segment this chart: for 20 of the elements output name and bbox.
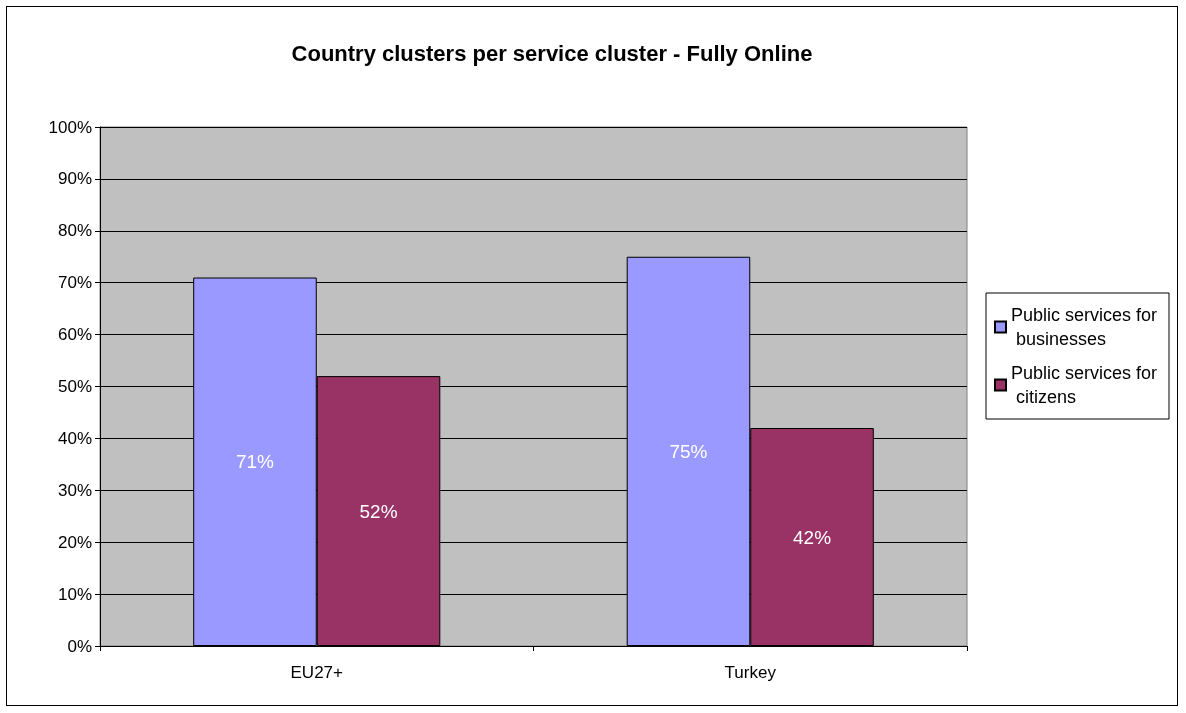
y-tick-label: 70% bbox=[57, 273, 92, 293]
y-tick-label: 60% bbox=[57, 325, 92, 345]
data-label: 52% bbox=[359, 500, 398, 522]
chart-title: Country clusters per service cluster - Fully Online bbox=[291, 40, 813, 66]
legend-label: Public services for citizens bbox=[1011, 363, 1158, 407]
y-tick-label: 40% bbox=[57, 428, 92, 448]
y-tick-label: 10% bbox=[57, 584, 92, 604]
legend-label: Public services for businesses bbox=[1011, 305, 1158, 349]
x-tick-label: Turkey bbox=[724, 663, 777, 682]
y-tick-label: 20% bbox=[57, 532, 92, 552]
y-tick-label: 0% bbox=[67, 636, 92, 656]
y-tick-label: 90% bbox=[57, 169, 92, 189]
data-label: 71% bbox=[235, 451, 275, 473]
y-tick-label: 30% bbox=[57, 480, 92, 500]
y-tick-label: 50% bbox=[57, 377, 92, 396]
x-tick-label: EU27+ bbox=[290, 663, 344, 682]
y-tick-label: 80% bbox=[57, 221, 92, 241]
data-label: 42% bbox=[793, 526, 832, 548]
y-tick-label: 100% bbox=[48, 117, 92, 137]
data-label: 75% bbox=[669, 440, 708, 462]
